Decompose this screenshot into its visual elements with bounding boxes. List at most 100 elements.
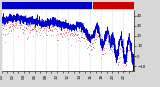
Point: [59, 33, 62, 34]
Point: [77, 39, 80, 40]
Point: [95, 36, 97, 37]
Point: [36, 26, 39, 28]
Point: [108, 49, 110, 50]
Point: [14, 24, 16, 25]
Point: [93, 40, 96, 41]
Point: [128, 48, 131, 49]
Point: [38, 31, 40, 33]
Point: [94, 35, 97, 36]
Point: [35, 30, 37, 32]
Point: [86, 36, 88, 38]
Point: [29, 25, 32, 26]
Point: [6, 20, 8, 21]
Point: [90, 49, 93, 51]
Point: [13, 22, 16, 23]
Point: [82, 37, 84, 39]
Point: [61, 28, 64, 29]
Point: [124, 76, 126, 77]
Point: [101, 53, 103, 55]
Point: [61, 36, 63, 38]
Point: [75, 35, 77, 36]
Point: [54, 25, 57, 26]
Point: [22, 29, 25, 31]
Point: [56, 30, 58, 32]
Point: [22, 32, 25, 33]
Point: [80, 29, 83, 30]
Point: [32, 28, 35, 29]
Point: [40, 32, 42, 34]
Point: [47, 27, 49, 29]
Point: [77, 36, 79, 37]
Point: [66, 30, 68, 31]
Point: [16, 22, 18, 23]
Point: [40, 24, 43, 26]
Point: [92, 47, 95, 49]
Point: [18, 26, 21, 27]
Point: [133, 74, 135, 75]
Point: [127, 49, 129, 50]
Point: [85, 39, 87, 40]
Point: [91, 48, 93, 50]
Point: [58, 27, 60, 29]
Point: [44, 29, 47, 31]
Point: [119, 47, 121, 49]
Point: [21, 28, 24, 30]
Point: [111, 40, 114, 42]
Point: [105, 34, 108, 36]
Point: [70, 35, 73, 36]
Point: [131, 63, 133, 64]
Point: [116, 61, 119, 63]
Point: [78, 37, 80, 38]
Point: [93, 42, 96, 43]
Point: [69, 34, 72, 35]
Point: [132, 59, 135, 60]
Point: [120, 44, 122, 46]
Point: [92, 42, 94, 44]
Point: [3, 26, 5, 27]
Point: [17, 24, 19, 26]
Point: [60, 34, 62, 35]
Point: [56, 25, 59, 27]
Point: [99, 44, 102, 45]
Point: [27, 36, 29, 37]
Point: [91, 42, 94, 44]
Point: [31, 29, 34, 30]
Point: [87, 39, 90, 40]
Point: [116, 58, 118, 59]
Point: [89, 38, 92, 40]
Point: [7, 33, 10, 34]
Point: [83, 38, 85, 39]
Point: [17, 21, 20, 22]
Point: [26, 39, 28, 40]
Point: [62, 29, 65, 31]
Point: [74, 32, 77, 34]
Point: [101, 53, 104, 55]
Point: [107, 35, 109, 37]
Point: [82, 38, 85, 39]
Point: [106, 36, 109, 38]
Point: [34, 27, 36, 28]
Point: [53, 29, 55, 30]
Point: [100, 57, 103, 58]
Point: [107, 41, 110, 42]
Point: [77, 29, 80, 31]
Point: [20, 24, 22, 25]
Point: [120, 41, 123, 42]
Point: [64, 27, 66, 29]
Point: [106, 35, 108, 37]
Point: [71, 32, 73, 33]
Point: [42, 36, 44, 37]
Point: [51, 29, 53, 31]
Point: [120, 44, 123, 46]
Point: [81, 32, 83, 34]
Point: [42, 24, 45, 26]
Point: [7, 22, 9, 23]
Point: [112, 46, 114, 47]
Point: [121, 52, 124, 53]
Point: [68, 33, 71, 35]
Point: [101, 47, 104, 49]
Point: [18, 22, 20, 23]
Point: [110, 46, 112, 47]
Point: [114, 59, 116, 60]
Point: [89, 46, 92, 47]
